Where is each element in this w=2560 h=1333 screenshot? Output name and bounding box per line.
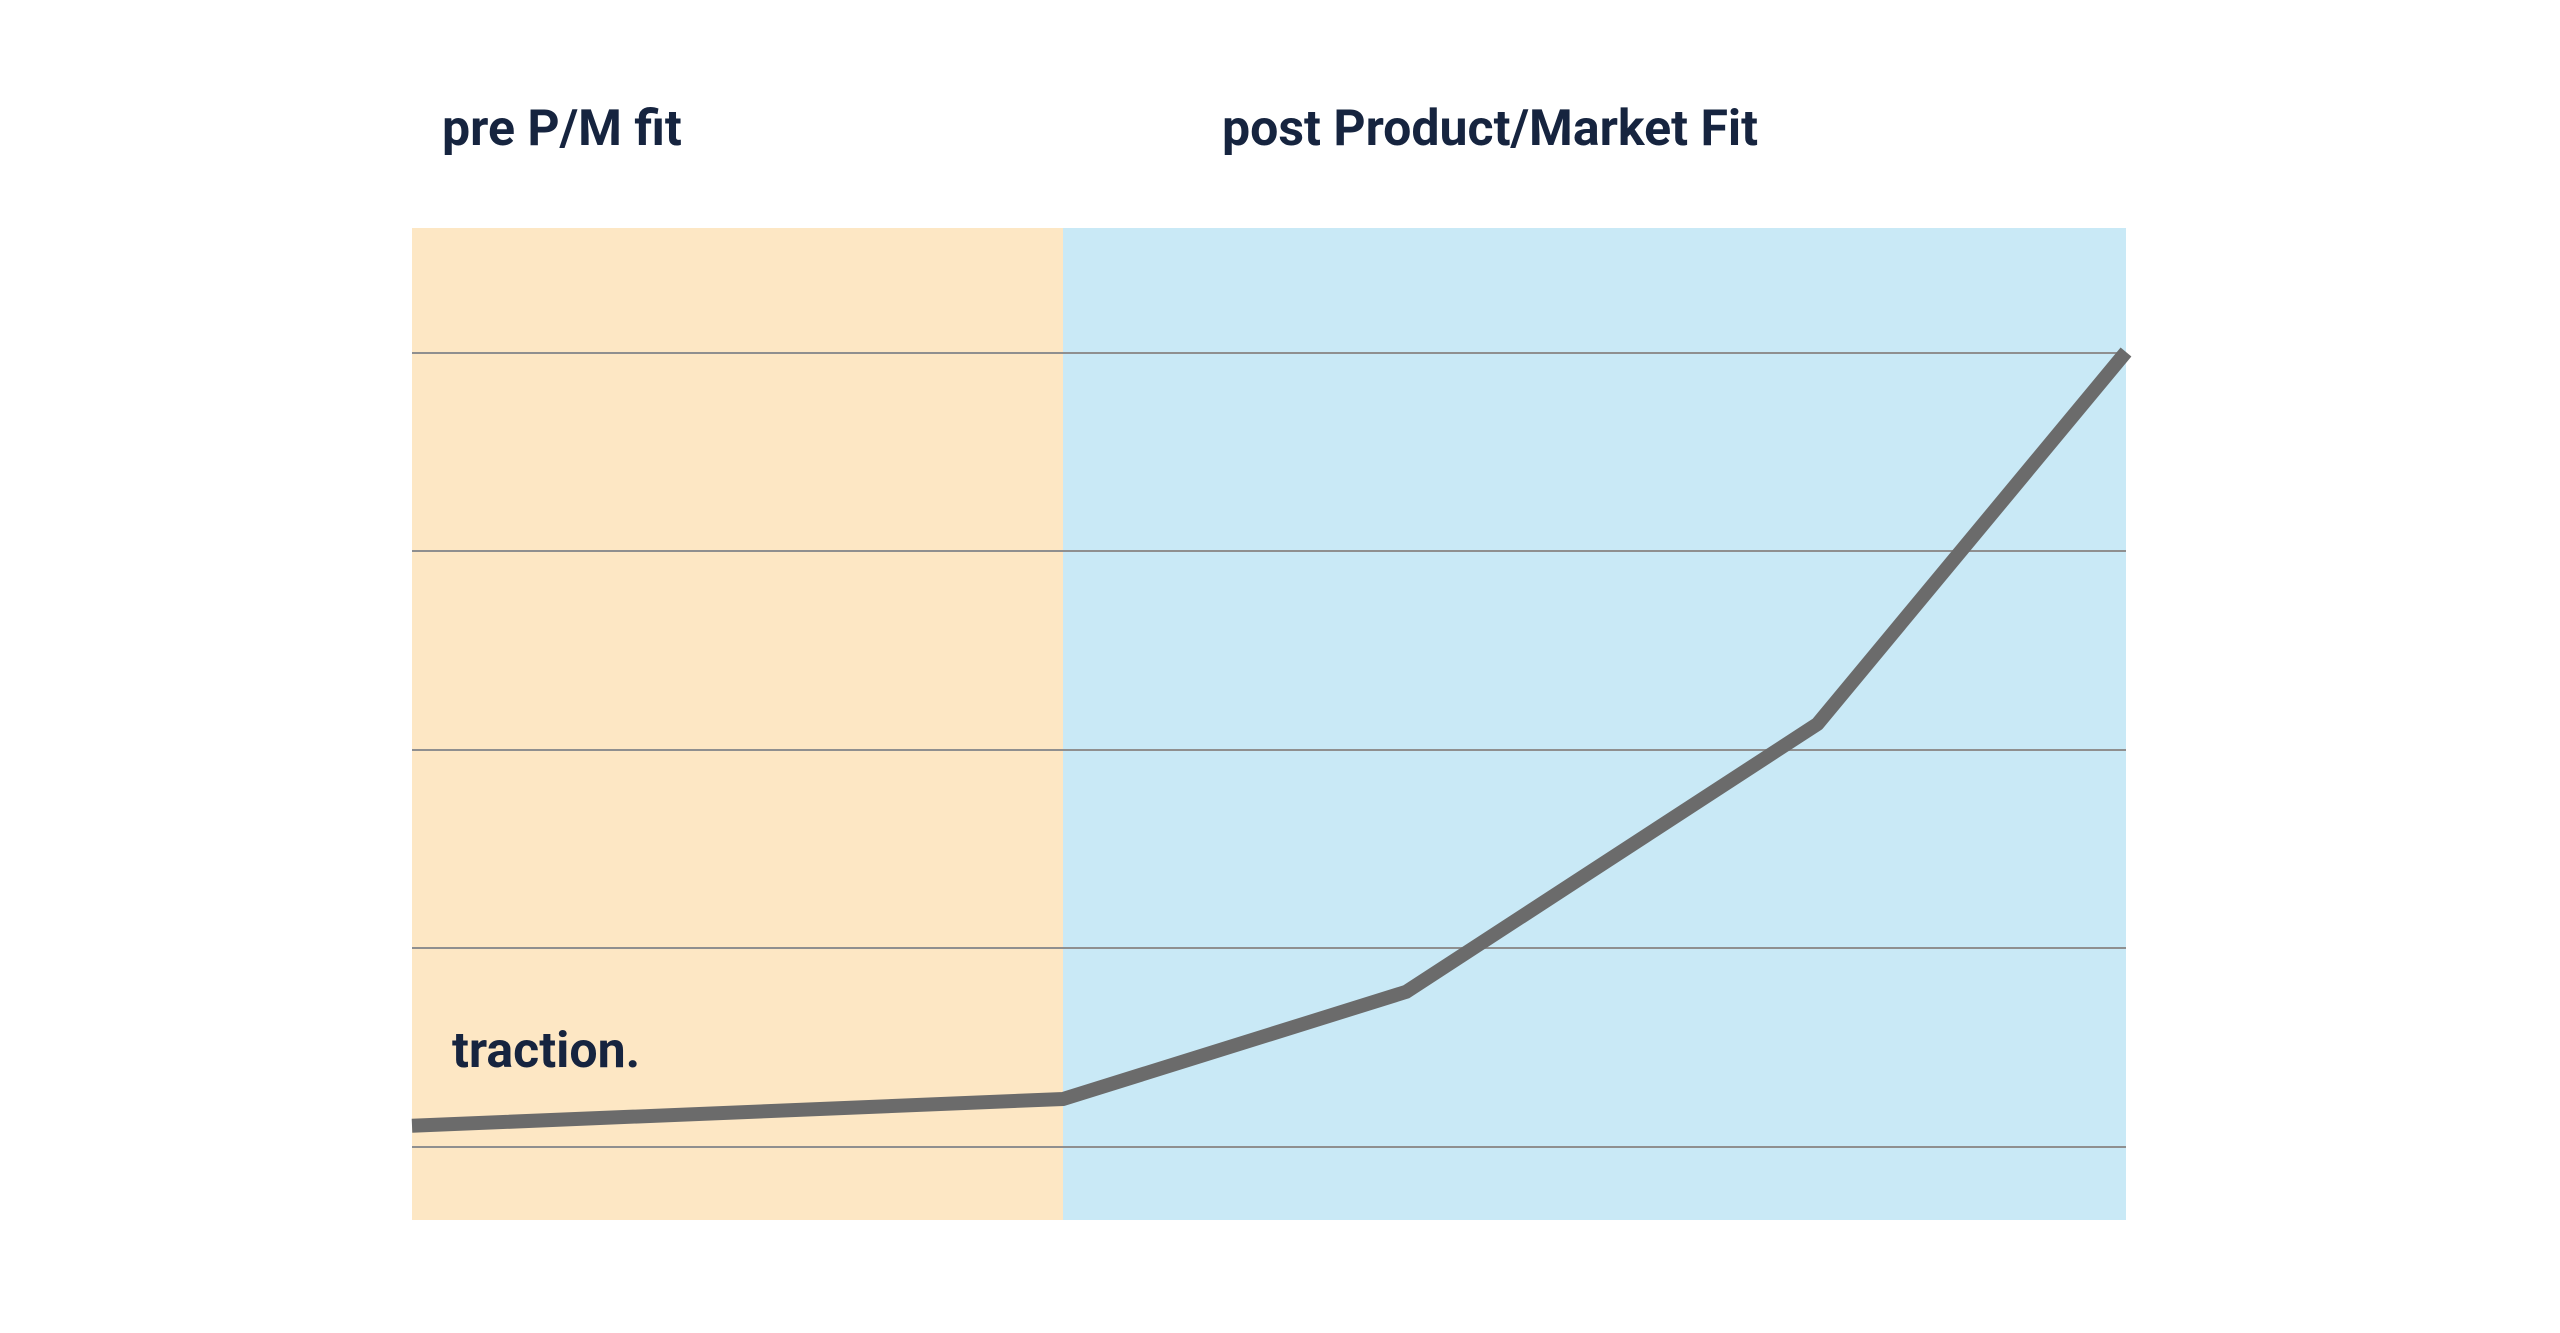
canvas: pre P/M fit post Product/Market Fit trac… (0, 0, 2560, 1333)
pmf-traction-chart: pre P/M fit post Product/Market Fit trac… (412, 100, 2126, 1220)
traction-line (412, 228, 2126, 1220)
region-label-pre: pre P/M fit (442, 100, 682, 158)
plot-area: traction. (412, 228, 2126, 1220)
region-label-post: post Product/Market Fit (1222, 100, 1758, 158)
